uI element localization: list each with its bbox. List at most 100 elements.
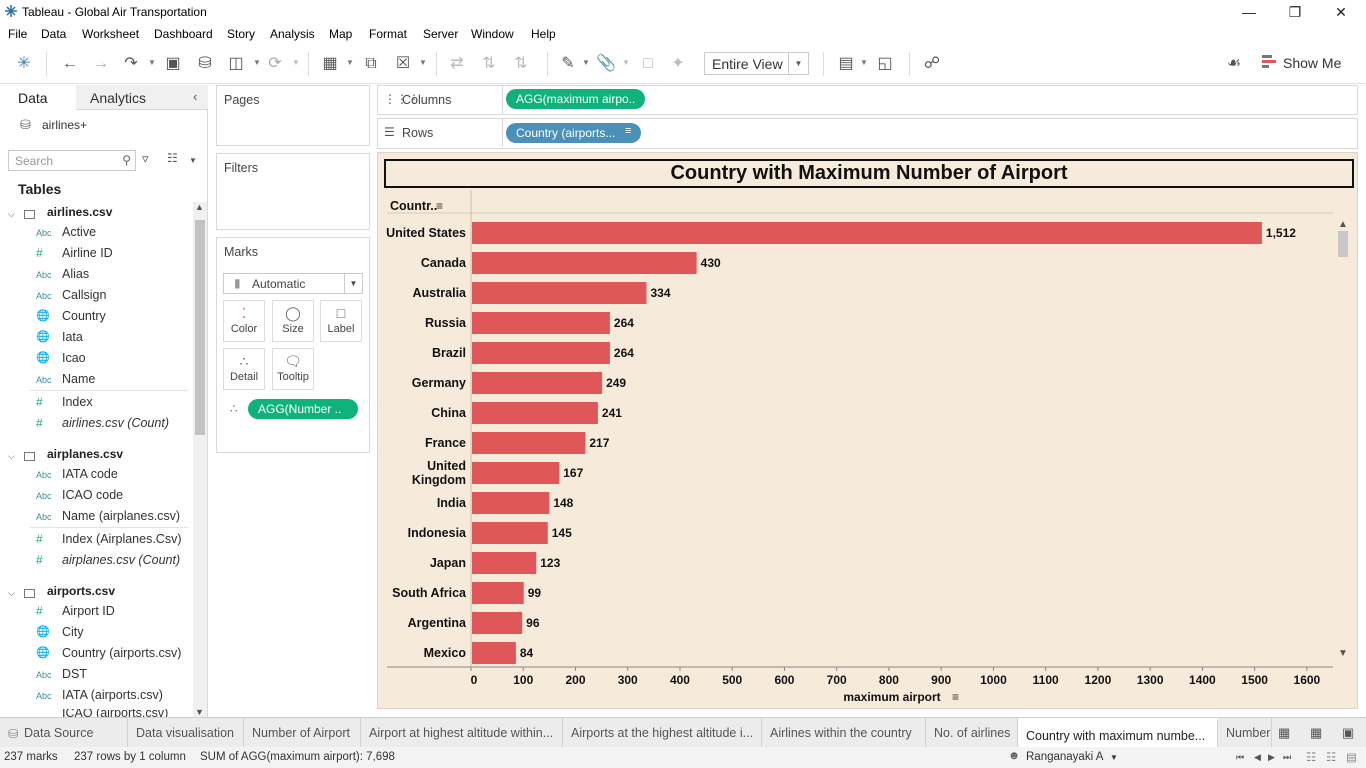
refresh-dropdown-icon[interactable]: ▼ <box>292 58 300 67</box>
sort-descending-icon[interactable]: ⇅ <box>511 54 531 74</box>
sort-ascending-icon[interactable]: ⇅ <box>479 54 499 74</box>
menu-format[interactable]: Format <box>369 27 407 41</box>
prev-sheet-icon[interactable]: ◀ <box>1254 752 1261 763</box>
chevron-down-icon[interactable]: ⌵ <box>8 209 15 220</box>
new-worksheet-icon[interactable]: ▦ <box>320 54 340 74</box>
sheet-tab[interactable]: Airport at highest altitude within... <box>361 718 563 748</box>
show-cards-dropdown-icon[interactable]: ▼ <box>860 58 868 67</box>
new-dashboard-icon[interactable]: ▦ <box>1310 725 1322 741</box>
restore-button[interactable]: ❐ <box>1272 2 1318 22</box>
minimize-button[interactable]: — <box>1226 2 1272 22</box>
pause-dropdown-icon[interactable]: ▼ <box>253 58 261 67</box>
sheet-tab[interactable]: No. of airlines <box>926 718 1018 748</box>
format-painter-icon[interactable]: ☙ <box>1224 54 1244 74</box>
menu-map[interactable]: Map <box>329 27 352 41</box>
filters-card[interactable]: Filters <box>216 153 370 230</box>
detail-button[interactable]: ∴ Detail <box>223 348 265 390</box>
close-window-button[interactable]: ✕ <box>1318 2 1364 22</box>
data-pane-scrollbar[interactable]: ▲ ▼ <box>193 202 207 717</box>
field-item[interactable]: DST <box>62 667 87 681</box>
view-options-icon[interactable]: ☷ <box>167 151 178 165</box>
field-item[interactable]: Country (airports.csv) <box>62 646 181 660</box>
table-name[interactable]: airplanes.csv <box>47 447 123 461</box>
tab-data-source[interactable]: ⛁ Data Source <box>0 718 128 748</box>
tab-analytics[interactable]: Analytics <box>76 85 208 110</box>
menu-dashboard[interactable]: Dashboard <box>154 27 213 41</box>
field-item[interactable]: Country <box>62 309 106 323</box>
group-dropdown-icon[interactable]: ▼ <box>622 58 630 67</box>
grid-view-icon[interactable]: ☷ <box>1306 750 1316 764</box>
scrollbar-thumb[interactable] <box>195 220 205 435</box>
tab-data[interactable]: Data <box>0 85 76 110</box>
next-sheet-icon[interactable]: ▶ <box>1268 752 1275 763</box>
menu-data[interactable]: Data <box>41 27 66 41</box>
mark-type-dropdown[interactable]: ▮ Automatic ▼ <box>223 273 363 294</box>
field-item[interactable]: Icao <box>62 351 86 365</box>
table-name[interactable]: airports.csv <box>47 584 115 598</box>
chevron-down-icon[interactable]: ⌵ <box>8 588 15 599</box>
clear-dropdown-icon[interactable]: ▼ <box>419 58 427 67</box>
tableau-home-icon[interactable]: ✳ <box>14 54 34 74</box>
new-story-icon[interactable]: ▣ <box>1342 725 1354 741</box>
fit-dropdown[interactable]: Entire View ▼ <box>704 52 809 75</box>
show-me-icon[interactable] <box>1262 55 1276 71</box>
rows-shelf[interactable]: ☰ Rows Country (airports... ≡ <box>377 118 1358 149</box>
user-dropdown-icon[interactable]: ▼ <box>1110 753 1118 762</box>
refresh-icon[interactable]: ⟳ <box>265 54 285 74</box>
field-item[interactable]: Index (Airplanes.Csv) <box>62 532 182 546</box>
chevron-down-icon[interactable]: ⌵ <box>8 451 15 462</box>
field-item[interactable]: Airport ID <box>62 604 115 618</box>
save-icon[interactable]: ▣ <box>163 54 183 74</box>
datasource-name[interactable]: airlines+ <box>42 118 87 132</box>
undo-icon[interactable]: ← <box>60 54 80 74</box>
tab-view-icon[interactable]: ▤ <box>1346 750 1357 764</box>
menu-analysis[interactable]: Analysis <box>270 27 315 41</box>
field-item[interactable]: IATA code <box>62 467 118 481</box>
label-button[interactable]: □ Label <box>320 300 362 342</box>
clear-sheet-icon[interactable]: ☒ <box>393 54 413 74</box>
field-item[interactable]: Name (airplanes.csv) <box>62 509 180 523</box>
replay-icon[interactable]: ↷ <box>121 54 141 74</box>
scroll-up-icon[interactable]: ▲ <box>195 202 204 212</box>
pause-updates-icon[interactable]: ◫ <box>226 54 246 74</box>
field-item[interactable]: City <box>62 625 84 639</box>
table-name[interactable]: airlines.csv <box>47 205 112 219</box>
new-datasource-icon[interactable]: ⛁ <box>195 54 215 74</box>
pages-card[interactable]: Pages <box>216 85 370 146</box>
new-worksheet-dropdown-icon[interactable]: ▼ <box>346 58 354 67</box>
sheet-tab[interactable]: Airports at the highest altitude i... <box>563 718 762 748</box>
replay-dropdown-icon[interactable]: ▼ <box>148 58 156 67</box>
menu-file[interactable]: File <box>8 27 27 41</box>
share-icon[interactable]: ☍ <box>922 54 942 74</box>
fix-axes-icon[interactable]: ✦ <box>668 54 688 74</box>
view-options-dropdown-icon[interactable]: ▼ <box>189 156 197 165</box>
field-item[interactable]: ICAO code <box>62 488 123 502</box>
field-item[interactable]: Iata <box>62 330 83 344</box>
field-item[interactable]: Airline ID <box>62 246 113 260</box>
menu-server[interactable]: Server <box>423 27 458 41</box>
swap-rows-columns-icon[interactable]: ⇄ <box>447 54 467 74</box>
status-user[interactable]: Ranganayaki A <box>1026 751 1103 763</box>
field-item[interactable]: airplanes.csv (Count) <box>62 553 180 567</box>
highlight-dropdown-icon[interactable]: ▼ <box>582 58 590 67</box>
field-item[interactable]: Active <box>62 225 96 239</box>
menu-story[interactable]: Story <box>227 27 255 41</box>
filter-icon[interactable]: ▿ <box>142 151 149 167</box>
sheet-tab[interactable]: Airlines within the country <box>762 718 926 748</box>
first-sheet-icon[interactable]: ⏮ <box>1236 752 1244 763</box>
field-item[interactable]: Name <box>62 372 95 386</box>
field-item[interactable]: Callsign <box>62 288 106 302</box>
size-button[interactable]: ◯ Size <box>272 300 314 342</box>
menu-window[interactable]: Window <box>471 27 514 41</box>
show-me-button[interactable]: Show Me <box>1283 55 1341 71</box>
sheet-tab-active[interactable]: Country with maximum numbe... <box>1018 718 1218 748</box>
field-item[interactable]: airlines.csv (Count) <box>62 416 169 430</box>
show-cards-icon[interactable]: ▤ <box>836 54 856 74</box>
color-button[interactable]: ⁚ Color <box>223 300 265 342</box>
collapse-pane-icon[interactable]: ‹ <box>193 89 197 104</box>
sheet-tab[interactable]: Number <box>1218 718 1272 748</box>
columns-pill[interactable]: AGG(maximum airpo.. <box>506 89 645 109</box>
field-item[interactable]: Alias <box>62 267 89 281</box>
filmstrip-view-icon[interactable]: ☷ <box>1326 750 1336 764</box>
